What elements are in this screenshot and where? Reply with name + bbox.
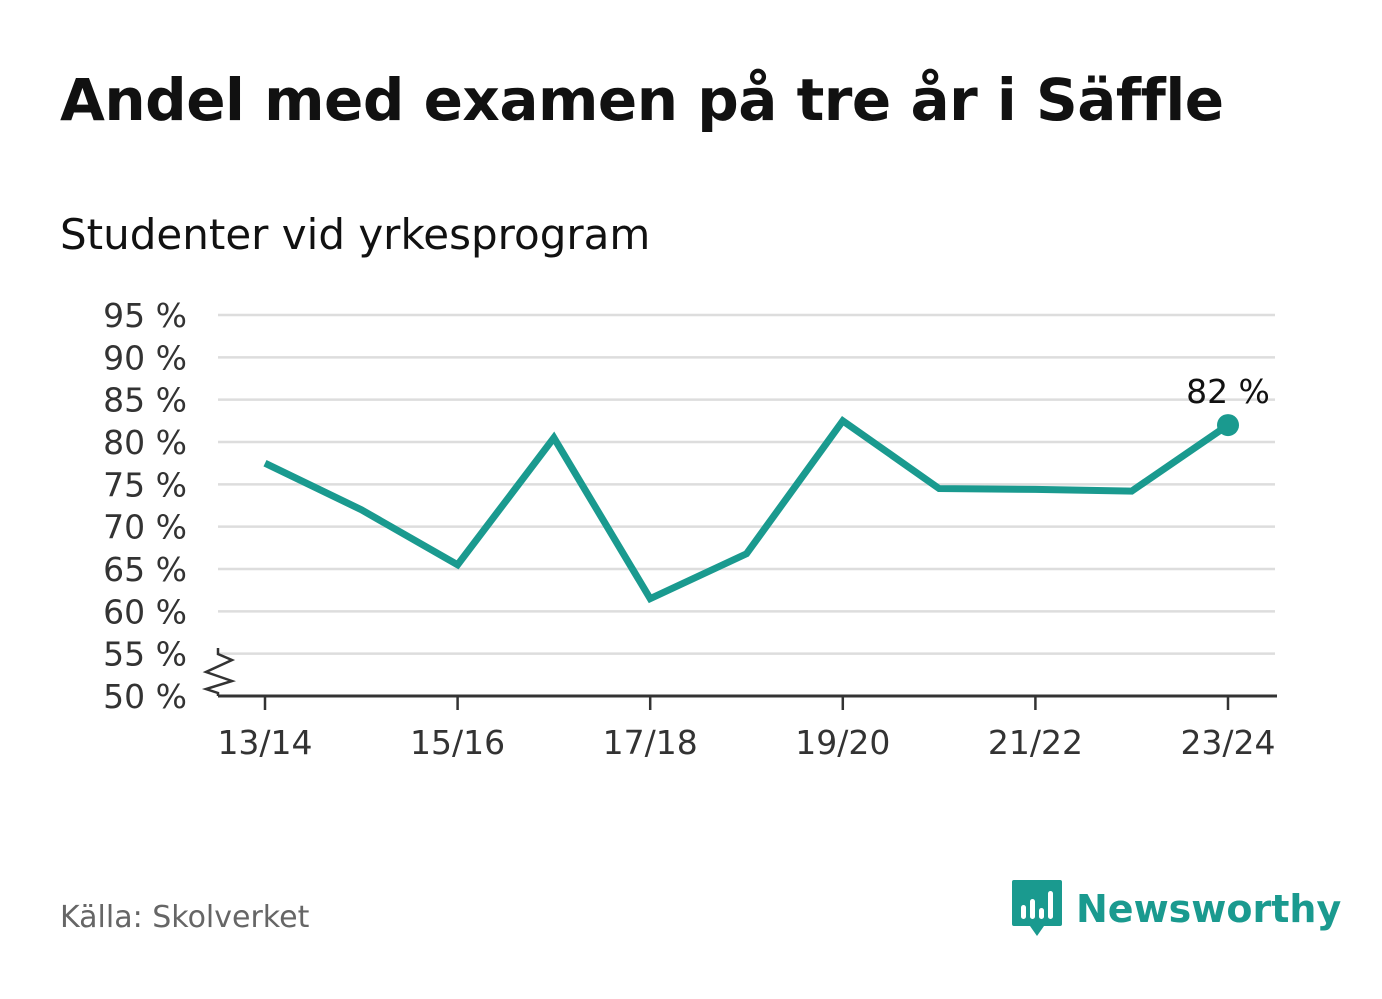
source-note: Källa: Skolverket — [60, 900, 310, 935]
brand-name: Newsworthy — [1076, 887, 1342, 931]
y-tick-label: 95 % — [103, 296, 187, 335]
x-tick-label: 21/22 — [988, 723, 1083, 762]
y-tick-label: 50 % — [103, 677, 187, 716]
y-tick-label: 70 % — [103, 508, 187, 547]
chart-title: Andel med examen på tre år i Säffle — [60, 66, 1224, 134]
gridlines — [218, 313, 1275, 655]
bar-chart-speech-bubble-icon — [1012, 880, 1062, 936]
newsworthy-logo: Newsworthy — [1010, 878, 1341, 940]
axis-break-icon — [201, 648, 237, 696]
x-tick-label: 23/24 — [1180, 723, 1275, 762]
x-tick-label: 15/16 — [410, 723, 505, 762]
x-tick-label: 13/14 — [217, 723, 312, 762]
series-line — [263, 415, 1230, 604]
series-layer: 82 % — [263, 372, 1270, 604]
y-tick-label: 75 % — [103, 465, 187, 504]
y-tick-label: 55 % — [103, 635, 187, 674]
y-tick-label: 80 % — [103, 423, 187, 462]
x-axis: 13/14 15/16 17/18 19/20 21/22 23/24 — [217, 694, 1277, 762]
x-tick-label: 19/20 — [795, 723, 890, 762]
x-tick-label: 17/18 — [603, 723, 698, 762]
line-chart: 50 %55 % 60 %65 %70 % 75 %80 %85 % 90 %95 %… — [103, 296, 1277, 762]
chart-subtitle: Studenter vid yrkesprogram — [60, 210, 651, 259]
y-tick-label: 85 % — [103, 381, 187, 420]
end-point-marker — [1217, 414, 1239, 437]
y-tick-label: 90 % — [103, 338, 187, 377]
y-tick-label: 60 % — [103, 592, 187, 631]
end-value-label: 82 % — [1186, 372, 1270, 411]
y-axis: 50 %55 % 60 %65 %70 % 75 %80 %85 % 90 %95 % — [103, 296, 237, 716]
y-tick-label: 65 % — [103, 550, 187, 589]
